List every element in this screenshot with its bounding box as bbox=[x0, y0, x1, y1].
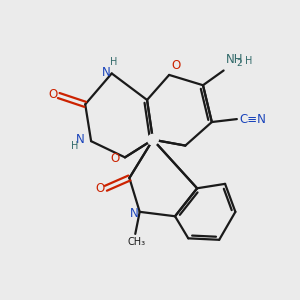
Circle shape bbox=[148, 134, 158, 145]
Text: 2: 2 bbox=[237, 59, 242, 68]
Text: O: O bbox=[172, 59, 181, 72]
Text: O: O bbox=[95, 182, 104, 195]
Text: C≡N: C≡N bbox=[239, 112, 266, 126]
Text: N: N bbox=[101, 66, 110, 80]
Text: H: H bbox=[245, 56, 252, 66]
Text: O: O bbox=[48, 88, 57, 100]
Text: N: N bbox=[130, 207, 138, 220]
Text: H: H bbox=[71, 142, 79, 152]
Text: NH: NH bbox=[226, 53, 244, 66]
Text: N: N bbox=[76, 133, 85, 146]
Text: H: H bbox=[110, 57, 117, 67]
Text: CH₃: CH₃ bbox=[128, 237, 146, 247]
Text: O: O bbox=[110, 152, 120, 165]
